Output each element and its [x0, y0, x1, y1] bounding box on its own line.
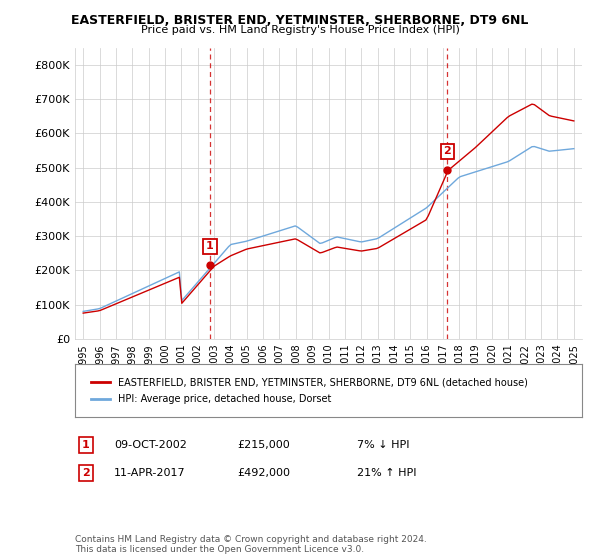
Text: Contains HM Land Registry data © Crown copyright and database right 2024.
This d: Contains HM Land Registry data © Crown c… [75, 535, 427, 554]
Text: £215,000: £215,000 [237, 440, 290, 450]
Text: £492,000: £492,000 [237, 468, 290, 478]
Text: 21% ↑ HPI: 21% ↑ HPI [357, 468, 416, 478]
Text: 1: 1 [82, 440, 89, 450]
Text: 1: 1 [206, 241, 214, 251]
Text: 2: 2 [443, 146, 451, 156]
Legend: EASTERFIELD, BRISTER END, YETMINSTER, SHERBORNE, DT9 6NL (detached house), HPI: : EASTERFIELD, BRISTER END, YETMINSTER, SH… [85, 371, 533, 410]
Text: Price paid vs. HM Land Registry's House Price Index (HPI): Price paid vs. HM Land Registry's House … [140, 25, 460, 35]
Text: 7% ↓ HPI: 7% ↓ HPI [357, 440, 409, 450]
Text: 2: 2 [82, 468, 89, 478]
Text: EASTERFIELD, BRISTER END, YETMINSTER, SHERBORNE, DT9 6NL: EASTERFIELD, BRISTER END, YETMINSTER, SH… [71, 14, 529, 27]
Text: 11-APR-2017: 11-APR-2017 [114, 468, 185, 478]
Text: 09-OCT-2002: 09-OCT-2002 [114, 440, 187, 450]
